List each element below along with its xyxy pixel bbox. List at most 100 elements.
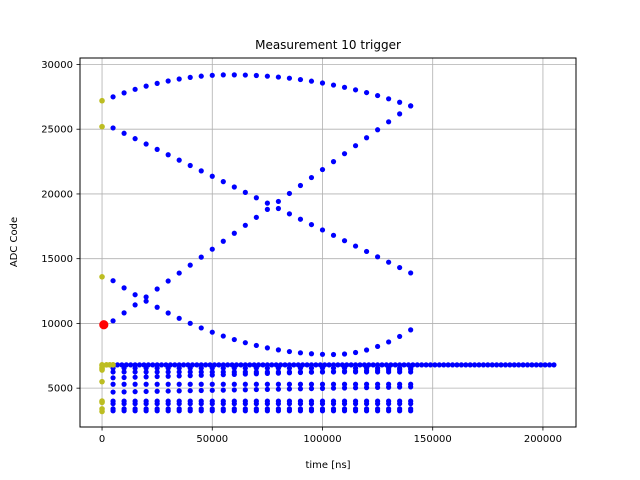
data-point	[308, 369, 315, 375]
data-point	[341, 368, 348, 374]
data-point	[110, 125, 116, 131]
data-point	[264, 386, 270, 392]
data-point	[176, 369, 182, 375]
data-point	[319, 166, 326, 173]
data-point	[330, 351, 337, 358]
data-point	[220, 238, 226, 244]
data-point	[132, 401, 138, 407]
data-point	[471, 362, 478, 368]
data-point	[319, 365, 326, 371]
data-point	[136, 362, 143, 368]
data-point	[209, 72, 215, 78]
data-point	[308, 221, 315, 228]
data-point	[352, 401, 359, 407]
data-point	[308, 365, 315, 371]
data-point	[264, 206, 270, 212]
data-point	[297, 401, 304, 407]
data-point	[445, 362, 451, 368]
data-point	[132, 365, 138, 371]
data-point	[308, 385, 315, 392]
data-points	[99, 72, 557, 415]
data-point	[121, 310, 127, 316]
data-point	[165, 373, 171, 379]
data-point	[408, 103, 414, 109]
data-point	[370, 362, 376, 368]
data-point	[172, 362, 178, 368]
data-point	[386, 339, 392, 345]
data-point	[467, 362, 473, 368]
data-point	[198, 325, 204, 331]
data-point	[319, 401, 326, 407]
data-point	[319, 80, 326, 86]
data-point	[401, 362, 407, 368]
data-point	[176, 270, 182, 276]
data-point	[231, 381, 237, 387]
data-point	[408, 366, 414, 372]
data-point	[352, 87, 359, 93]
initial-point	[99, 274, 105, 280]
data-point	[154, 401, 160, 407]
data-point	[220, 381, 226, 387]
data-point	[187, 74, 193, 80]
data-point	[363, 408, 370, 414]
data-point	[363, 347, 370, 353]
data-point	[341, 351, 348, 357]
data-point	[546, 362, 553, 368]
data-point	[165, 78, 171, 84]
data-point	[220, 365, 226, 371]
y-axis-label: ADC Code	[9, 217, 20, 267]
data-point	[187, 320, 193, 326]
data-point	[275, 408, 281, 414]
data-point	[286, 401, 293, 407]
data-point	[480, 362, 487, 368]
data-point	[375, 401, 381, 407]
data-point	[198, 365, 204, 371]
initial-point	[99, 378, 105, 385]
data-point	[408, 401, 414, 407]
data-point	[121, 401, 127, 407]
data-point	[253, 72, 259, 79]
data-point	[308, 174, 315, 181]
data-point	[286, 370, 293, 376]
initial-point	[99, 97, 105, 104]
data-point	[242, 222, 248, 228]
data-point	[110, 408, 116, 414]
data-point	[286, 75, 293, 81]
data-point	[326, 362, 332, 368]
data-point	[154, 286, 160, 292]
data-point	[198, 387, 204, 394]
data-point	[275, 347, 281, 353]
data-point	[529, 362, 535, 368]
data-point	[253, 365, 259, 371]
data-point	[275, 198, 281, 205]
data-point	[286, 408, 293, 414]
data-point	[386, 367, 392, 373]
data-point	[132, 292, 138, 298]
data-point	[397, 401, 403, 407]
data-point	[231, 371, 237, 377]
data-point	[441, 362, 447, 368]
data-point	[242, 340, 248, 346]
data-point	[220, 72, 226, 78]
data-point	[110, 381, 116, 387]
data-point	[516, 362, 522, 368]
data-point	[253, 342, 259, 349]
data-point	[330, 82, 337, 88]
data-point	[397, 99, 403, 105]
data-point	[308, 78, 315, 84]
data-point	[143, 369, 149, 375]
data-point	[176, 388, 182, 394]
data-point	[275, 381, 281, 387]
data-point	[341, 151, 348, 157]
data-point	[121, 365, 127, 371]
data-point	[297, 365, 304, 371]
data-point	[308, 351, 315, 357]
data-point	[110, 375, 116, 381]
data-point	[165, 401, 171, 407]
data-point	[132, 86, 138, 92]
data-point	[297, 76, 304, 83]
data-point	[275, 370, 281, 376]
data-point	[242, 381, 248, 387]
data-point	[209, 381, 215, 387]
data-point	[154, 365, 160, 371]
